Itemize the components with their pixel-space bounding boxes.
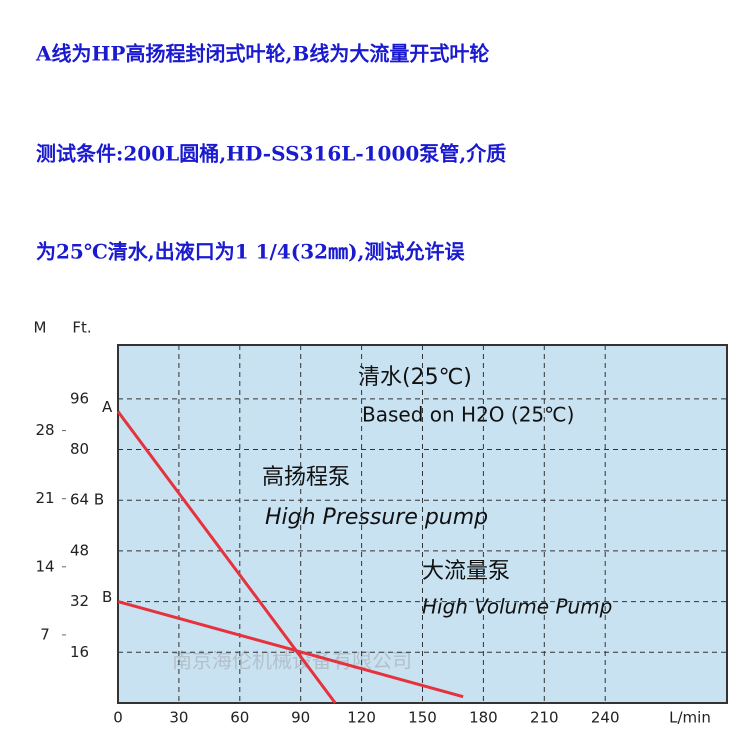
annotation: High Volume Pump [422,595,612,619]
curve-label: B [102,588,112,606]
y-axis-label: Ft. [72,319,91,337]
y-tick-label: 64 B [70,491,104,509]
annotation: Based on H2O (25℃) [362,403,574,427]
y-tick-label: 80 [70,440,89,458]
x-tick-label: 90 [291,709,310,727]
y2-tick-label: 28 [35,421,54,439]
curve-label: A [102,398,113,416]
annotation: 高扬程泵 [262,465,350,490]
x-tick-label: 240 [591,709,620,727]
header-line: 测试条件:200L圆桶,HD-SS316L-1000泵管,介质 [36,142,506,166]
header-line: A线为HP高扬程封闭式叶轮,B线为大流量开式叶轮 [35,42,489,66]
x-tick-label: 0 [113,709,123,727]
annotation: 大流量泵 [422,559,510,584]
x-tick-label: 30 [169,709,188,727]
pump-curve [116,410,337,704]
x-tick-label: 120 [347,709,376,727]
pump-curve [117,600,464,699]
y2-tick-label: 7 [40,625,50,643]
y-tick-label: 96 [70,389,89,407]
annotation: High Pressure pump [265,505,488,530]
y-tick-label: 16 [70,643,89,661]
y2-tick-label: 21 [35,489,54,507]
y-tick-label: 48 [70,541,89,559]
y2-tick-label: 14 [35,557,54,575]
header-line: 为25℃清水,出液口为1 1/4(32㎜),测试允许误 [36,240,465,264]
y-tick-label: 32 [70,592,89,610]
x-axis-label: L/min [669,709,711,727]
y2-axis-label: M [34,319,47,337]
annotation: 清水(25℃) [358,365,472,390]
x-tick-label: 60 [230,709,249,727]
x-tick-label: 210 [530,709,559,727]
x-tick-label: 180 [469,709,498,727]
x-tick-label: 150 [408,709,437,727]
